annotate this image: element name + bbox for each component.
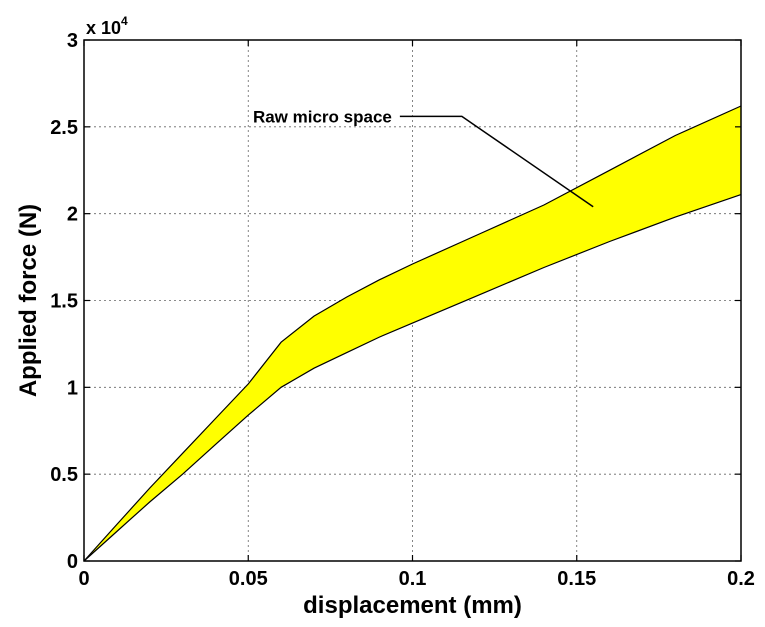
x-tick-label: 0 (78, 568, 89, 590)
x-tick-label: 0.05 (229, 568, 268, 590)
y-axis-label: Applied force (N) (15, 204, 42, 397)
y-tick-label: 0 (67, 551, 78, 573)
annotation-text: Raw micro space (253, 107, 392, 126)
x-axis-label: displacement (mm) (303, 592, 522, 619)
upper-bound-line (83, 105, 742, 562)
tick-labels: 0 0.05 0.1 0.15 0.2 0 0.5 1 1.5 2 2.5 3 (50, 30, 755, 590)
y-tick-label: 0.5 (50, 464, 78, 486)
y-tick-label: 2 (67, 204, 78, 226)
x-tick-label: 0.15 (557, 568, 596, 590)
y-tick-label: 1.5 (50, 291, 78, 313)
y-axis-multiplier: x 104 (86, 14, 128, 38)
annotations: Raw micro space (253, 107, 594, 208)
axis-ticks (83, 39, 742, 562)
annotation-arrow (399, 115, 594, 208)
raw-micro-space-band (84, 106, 741, 561)
y-tick-label: 1 (67, 377, 78, 399)
y-tick-label: 3 (67, 30, 78, 52)
lower-bound-line (83, 194, 742, 562)
y-multiplier-exponent: 4 (121, 14, 128, 28)
x-tick-label: 0.1 (399, 568, 427, 590)
x-tick-label: 0.2 (727, 568, 755, 590)
y-tick-label: 2.5 (50, 117, 78, 139)
y-multiplier-base: x 10 (86, 18, 121, 38)
